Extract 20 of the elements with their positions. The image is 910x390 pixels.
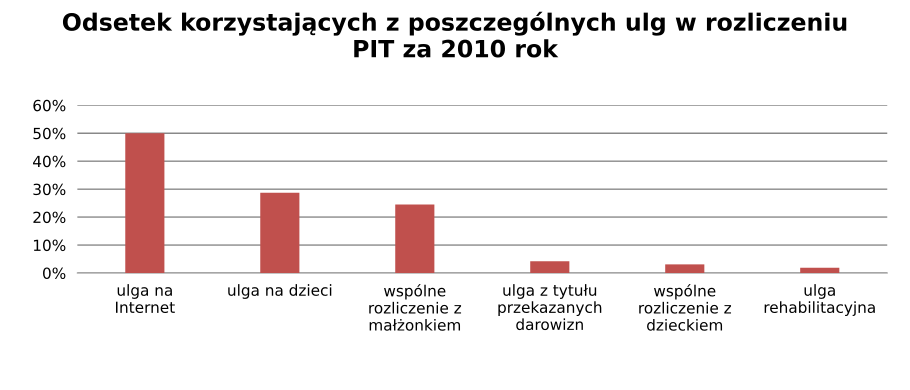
- y-tick-label: 50%: [33, 128, 66, 140]
- y-tick-label: 60%: [33, 100, 66, 112]
- bar: [260, 192, 300, 273]
- bar: [395, 204, 434, 273]
- x-tick-label: wspólne rozliczenie z małżonkiem: [369, 284, 462, 331]
- y-tick-label: 20%: [33, 212, 66, 224]
- x-tick-label: ulga na Internet: [116, 284, 175, 314]
- y-tick-label: 30%: [33, 184, 66, 196]
- bar: [800, 268, 840, 273]
- bar: [530, 261, 570, 273]
- y-tick-label: 40%: [33, 156, 66, 168]
- y-tick-label: 10%: [34, 240, 66, 252]
- x-tick-label: wspólne rozliczenie z dzieckiem: [639, 284, 732, 331]
- chart-title: Odsetek korzystających z poszczególnych ulg w rozliczeniu PIT za 2010 rok: [62, 12, 846, 58]
- bar: [665, 264, 704, 273]
- x-tick-label: ulga na dzieci: [228, 284, 332, 299]
- x-tick-label: ulga z tytułu przekazanych darowizn: [498, 284, 602, 330]
- x-tick-label: ulga rehabilitacyjna: [764, 284, 875, 316]
- y-tick-label: 0%: [43, 267, 66, 280]
- bar: [125, 133, 164, 273]
